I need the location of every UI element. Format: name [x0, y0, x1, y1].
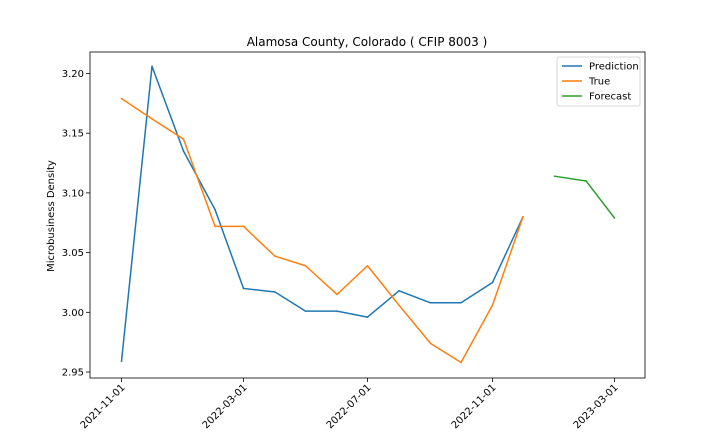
- data-point-true-5: [274, 255, 276, 257]
- data-point-forecast-1: [585, 180, 587, 182]
- data-point-prediction-0: [120, 360, 123, 363]
- y-tick-label: 3.00: [62, 308, 84, 319]
- data-point-true-3: [214, 225, 216, 228]
- data-point-forecast-0: [553, 175, 556, 177]
- data-point-true-8: [366, 264, 369, 267]
- data-point-prediction-3: [214, 208, 216, 211]
- legend-label-prediction: Prediction: [589, 62, 639, 73]
- y-tick-label: 3.15: [62, 129, 84, 140]
- x-tick-label: 2022-07-01: [325, 382, 374, 431]
- data-point-prediction-1: [151, 65, 153, 68]
- y-axis-label: Microbusiness Density: [46, 160, 57, 272]
- x-tick-label: 2023-03-01: [572, 382, 621, 431]
- data-point-true-4: [242, 225, 245, 228]
- data-point-prediction-6: [304, 310, 307, 312]
- x-tick-label: 2022-11-01: [450, 382, 499, 431]
- data-point-true-7: [336, 293, 338, 296]
- legend-label-forecast: Forecast: [589, 92, 631, 103]
- data-point-prediction-5: [274, 291, 276, 293]
- plot-lines: [120, 65, 616, 364]
- data-point-prediction-12: [491, 281, 494, 284]
- data-point-true-10: [429, 342, 432, 345]
- legend: Prediction True Forecast: [556, 56, 641, 107]
- data-point-prediction-11: [460, 301, 462, 304]
- legend-label-true: True: [588, 77, 610, 88]
- y-tick-label: 3.10: [62, 188, 84, 199]
- data-point-true-1: [151, 118, 153, 120]
- y-tick-label: 3.20: [62, 69, 84, 80]
- data-point-true-0: [120, 97, 123, 100]
- data-point-prediction-7: [336, 310, 338, 312]
- legend-box: [556, 56, 641, 107]
- data-point-prediction-2: [182, 150, 185, 152]
- data-point-true-2: [182, 138, 185, 140]
- series-line-forecast: [554, 175, 616, 219]
- data-point-prediction-8: [366, 316, 369, 318]
- data-point-prediction-10: [429, 301, 432, 304]
- data-point-true-12: [491, 304, 494, 306]
- chart-title: Alamosa County, Colorado ( CFIP 8003 ): [247, 35, 488, 49]
- series-line-true: [121, 97, 524, 364]
- series-line-prediction: [120, 65, 524, 362]
- data-point-prediction-9: [398, 290, 400, 292]
- data-point-true-9: [398, 304, 400, 306]
- y-tick-label: 2.95: [62, 368, 84, 379]
- data-point-true-13: [522, 215, 524, 218]
- x-axis: 2021-11-01 2022-03-01 2022-07-01 2022-11-01…: [79, 378, 621, 431]
- data-point-true-6: [304, 264, 307, 267]
- y-tick-label: 3.05: [62, 248, 84, 259]
- data-point-true-11: [460, 361, 462, 364]
- data-point-forecast-2: [613, 217, 616, 219]
- x-tick-label: 2021-11-01: [79, 382, 128, 431]
- data-point-prediction-4: [242, 287, 245, 290]
- x-tick-label: 2022-03-01: [201, 382, 250, 431]
- y-axis: 2.95 3.00 3.05 3.10 3.15 3.20: [62, 69, 90, 379]
